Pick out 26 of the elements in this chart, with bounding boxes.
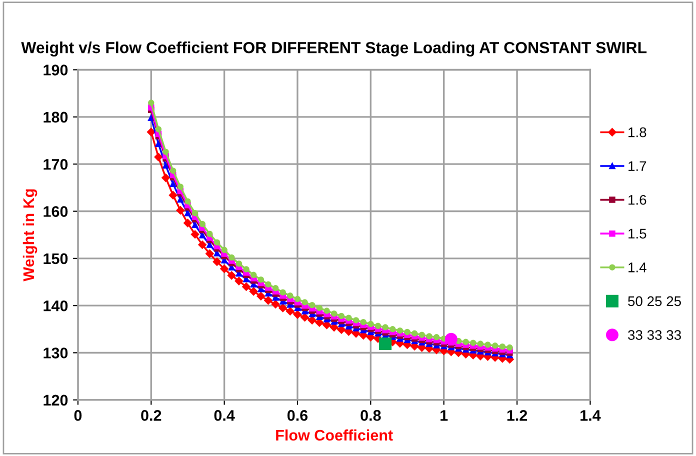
y-tick-label: 150 xyxy=(44,253,68,264)
legend-label: 50 25 25 xyxy=(628,296,681,306)
legend-label: 1.7 xyxy=(628,161,646,171)
y-tick-label: 190 xyxy=(44,64,68,76)
x-tick-label: 1.4 xyxy=(580,410,601,421)
x-tick-label: 1 xyxy=(440,410,448,421)
x-tick-label: 1.2 xyxy=(507,410,528,421)
y-tick-label: 180 xyxy=(44,112,68,123)
y-axis-title: Weight in Kg xyxy=(22,189,38,282)
x-tick-label: 0 xyxy=(74,410,82,421)
legend-label: 1.5 xyxy=(628,228,646,239)
y-tick-label: 120 xyxy=(44,394,68,406)
legend-label: 1.8 xyxy=(628,127,646,138)
x-tick-label: 0.6 xyxy=(287,410,308,421)
x-tick-label: 0.2 xyxy=(141,410,162,421)
x-tick-label: 0.8 xyxy=(360,410,381,421)
x-axis-title: Flow Coefficient xyxy=(276,429,393,441)
legend-label: 1.6 xyxy=(628,194,646,205)
y-tick-label: 140 xyxy=(44,300,68,312)
y-tick-label: 160 xyxy=(44,206,68,217)
y-tick-label: 170 xyxy=(44,158,68,170)
chart-title: Weight v/s Flow Coefficient FOR DIFFERENT Stage Loading AT CONSTANT SWIRL xyxy=(21,42,647,56)
legend-label: 33 33 33 xyxy=(628,330,681,340)
legend-label: 1.4 xyxy=(628,262,646,272)
x-tick-label: 0.4 xyxy=(214,410,235,421)
y-tick-label: 130 xyxy=(44,348,68,358)
